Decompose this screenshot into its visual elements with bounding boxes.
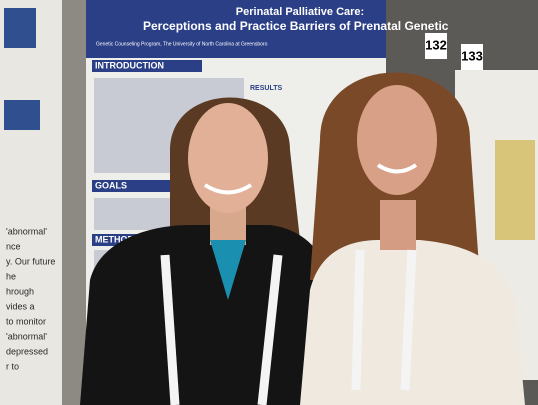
left-poster-line: he — [6, 271, 16, 281]
left-poster-line: nce — [6, 241, 21, 251]
lanyard — [351, 249, 365, 391]
left-poster-line: y. Our future — [6, 256, 55, 266]
left-poster-line: r to — [6, 361, 19, 371]
sign — [461, 44, 483, 70]
left-poster-line: 'abnormal' — [6, 331, 47, 341]
poster-header — [86, 0, 386, 58]
pillar — [62, 0, 88, 405]
left-poster-box — [4, 100, 40, 130]
left-poster-line: to monitor — [6, 316, 46, 326]
left-poster-box — [4, 8, 36, 48]
smile — [203, 183, 253, 195]
section-heading: METHODS — [95, 234, 140, 244]
right-poster-figure — [495, 140, 535, 240]
section-heading: INTRODUCTION — [95, 60, 164, 70]
section-bar — [92, 180, 182, 192]
sign-number: 132 — [425, 37, 447, 52]
left-poster-text: 'abnormal' nce y. Our future he hrough vides … — [6, 226, 55, 371]
face — [357, 85, 437, 195]
section-heading: GOALS — [95, 180, 127, 190]
smile — [376, 163, 418, 174]
poster-title: Perinatal Palliative Care: — [236, 6, 364, 18]
shirt — [210, 240, 246, 300]
lanyard — [160, 254, 180, 405]
sign — [425, 33, 447, 59]
cardigan — [80, 225, 340, 405]
lanyard — [257, 254, 283, 405]
poster-affiliation: Genetic Counseling Program, The Universi… — [96, 41, 268, 47]
section-heading: RESULTS — [250, 85, 282, 92]
face — [188, 103, 268, 213]
lanyard — [400, 249, 417, 391]
section-bar — [92, 60, 202, 72]
left-poster — [0, 0, 62, 405]
left-poster-line: depressed — [6, 346, 48, 356]
neck — [380, 200, 416, 250]
left-poster-line: hrough — [6, 286, 34, 296]
poster-title: Perceptions and Practice Barriers of Pre… — [143, 19, 449, 33]
left-poster-line: vides a — [6, 301, 35, 311]
left-poster-line: 'abnormal' — [6, 226, 47, 236]
sign-number: 133 — [461, 48, 483, 63]
